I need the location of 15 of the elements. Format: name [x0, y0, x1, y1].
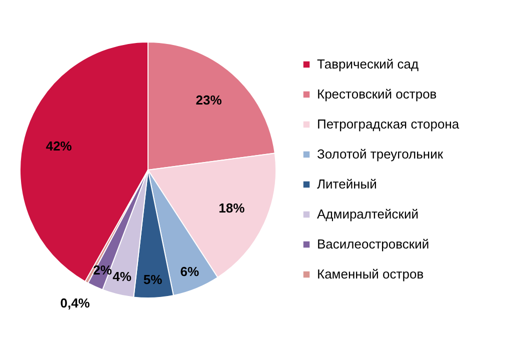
legend-label: Литейный: [317, 176, 377, 192]
legend-label: Золотой треугольник: [317, 146, 444, 162]
legend-label: Крестовский остров: [317, 86, 437, 102]
legend-label: Василеостровский: [317, 236, 430, 252]
data-label: 42%: [46, 138, 72, 154]
data-label: 6%: [180, 264, 200, 279]
data-label: 4%: [112, 268, 132, 284]
data-label: 5%: [143, 272, 163, 287]
data-label: 18%: [218, 200, 246, 216]
legend-label: Каменный остров: [317, 266, 424, 282]
data-label: 23%: [196, 92, 222, 108]
legend-label: Петроградская сторона: [317, 116, 460, 132]
legend-label: Адмиралтейский: [317, 206, 419, 222]
legend-label: Таврический сад: [317, 56, 420, 72]
data-label: 0,4%: [60, 295, 90, 310]
